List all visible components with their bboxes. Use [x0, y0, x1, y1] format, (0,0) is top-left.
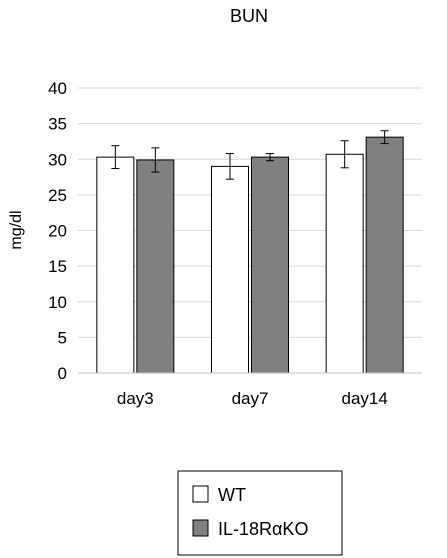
y-tick-labels: 0 5 10 15 20 25 30 35 40	[48, 79, 67, 383]
y-tick-label: 20	[48, 222, 67, 241]
bar-ko-day14	[365, 136, 404, 374]
y-tick-label: 10	[48, 293, 67, 312]
x-category-label: day7	[232, 389, 269, 408]
y-tick-label: 5	[58, 328, 67, 347]
legend: WT IL-18RαKO	[177, 470, 343, 556]
bar-wt-day3	[96, 156, 135, 374]
bar-ko-day3	[136, 159, 175, 374]
bar-wt-day7	[211, 165, 249, 374]
chart-title: BUN	[230, 6, 268, 26]
legend-label: IL-18RαKO	[218, 519, 308, 539]
x-category-label: day3	[117, 389, 154, 408]
legend-swatch	[192, 519, 209, 537]
y-tick-label: 25	[48, 186, 67, 205]
bar-wt-day14	[325, 153, 364, 374]
x-category-label: day14	[342, 389, 388, 408]
legend-swatch	[192, 485, 209, 503]
y-tick-label: 40	[48, 79, 67, 98]
error-bars	[111, 130, 389, 180]
legend-label: WT	[218, 485, 246, 505]
y-tick-label: 35	[48, 115, 67, 134]
y-axis-label: mg/dl	[8, 210, 25, 249]
legend-box	[177, 470, 343, 556]
y-tick-label: 15	[48, 257, 67, 276]
grid-lines	[78, 87, 422, 374]
bar-ko-day7	[251, 156, 289, 374]
y-tick-label: 30	[48, 150, 67, 169]
category-labels: day3 day7 day14	[117, 389, 388, 408]
bars	[96, 136, 404, 374]
y-tick-label: 0	[58, 364, 67, 383]
